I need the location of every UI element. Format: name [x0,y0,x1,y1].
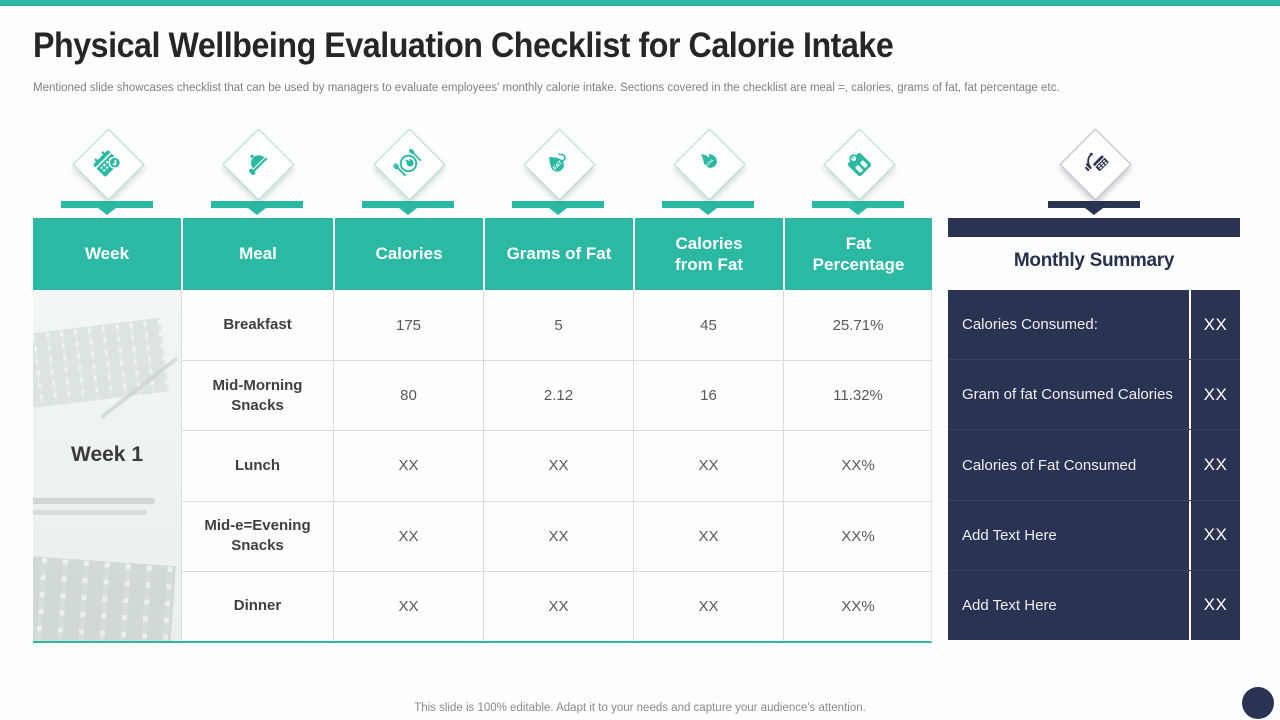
column-header-meal: Meal [181,218,333,290]
summary-row: Calories of Fat Consumed XX [948,429,1240,500]
table-cell-calories: 175 [333,290,483,361]
week-photo-pens [33,510,147,515]
table-cell-grams-of-fat: 2.12 [483,360,633,431]
underline-bar [362,201,454,208]
svg-text:FAT: FAT [552,160,564,172]
icon-group-grams-of-fat: FAT [488,127,628,215]
underline-pointer [699,208,717,215]
serving-meal-icon [236,142,278,184]
icon-group-fat-percentage [788,127,928,215]
underline-pointer [1085,208,1103,215]
calorie-checklist-table: Week Meal Calories Grams of Fat Calories… [33,218,932,643]
underline-bar [812,201,904,208]
table-cell-fat-percentage: 11.32% [783,360,932,431]
table-cell-meal: Breakfast [181,290,333,361]
underline-pointer [248,208,266,215]
monthly-summary-panel: Calories Consumed: XX Gram of fat Consum… [948,290,1240,641]
table-cell-calories-from-fat: 16 [633,360,783,431]
column-header-week: Week [84,244,130,264]
summary-top-bar [948,218,1240,237]
icon-group-calories [338,127,478,215]
editable-note: This slide is 100% editable. Adapt it to… [414,702,866,714]
table-cell-fat-percentage: 25.71% [783,290,932,361]
underline-bar [512,201,604,208]
icon-group-meal [187,127,327,215]
summary-value: XX [1189,360,1240,430]
column-header-grams-of-fat: Grams of Fat [483,218,633,290]
table-cell-calories: XX [333,570,483,641]
underline-bar [1048,201,1140,208]
icon-group-monthly-summary [1024,127,1164,215]
svg-text:KCAL: KCAL [705,157,715,167]
table-cell-meal: Lunch [181,430,333,501]
table-cell-fat-percentage: XX% [783,500,932,571]
summary-row: Gram of fat Consumed Calories XX [948,359,1240,430]
underline-pointer [549,208,567,215]
table-cell-grams-of-fat: XX [483,570,633,641]
summary-label: Add Text Here [962,596,1057,614]
week-photo-keyboard [33,317,169,409]
summary-value: XX [1189,430,1240,500]
table-cell-calories-from-fat: XX [633,570,783,641]
table-cell-calories: 80 [333,360,483,431]
underline-pointer [849,208,867,215]
underline-pointer [399,208,417,215]
icon-group-calories-from-fat: KCAL [638,127,778,215]
summary-value: XX [1189,570,1240,641]
table-cell-calories-from-fat: XX [633,430,783,501]
summary-row: Add Text Here XX [948,499,1240,570]
underline-pointer [98,208,116,215]
table-cell-calories: XX [333,500,483,571]
column-header-fat-percentage: Fat Percentage [783,218,932,290]
summary-label: Calories Consumed: [962,316,1098,334]
monthly-report-icon [1073,142,1115,184]
table-cell-calories-from-fat: XX [633,500,783,571]
week-label: Week 1 [71,442,143,466]
table-header-row: Week Meal Calories Grams of Fat Calories… [33,218,932,290]
table-cell-calories: XX [333,430,483,501]
summary-row: Calories Consumed: XX [948,290,1240,360]
table-cell-grams-of-fat: 5 [483,290,633,361]
summary-row: Add Text Here XX [948,569,1240,641]
icon-group-week [37,127,177,215]
week-cell: Week 1 [33,290,181,641]
fat-droplet-icon: FAT [537,142,579,184]
table-cell-calories-from-fat: 45 [633,290,783,361]
table-body: Week 1 Breakfast 175 5 45 25.71% Mid-Mor… [33,290,932,643]
page-title: Physical Wellbeing Evaluation Checklist … [33,26,894,65]
summary-value: XX [1189,290,1240,360]
table-cell-meal: Mid-Morning Snacks [181,360,333,431]
corner-dot [1242,687,1274,719]
table-cell-grams-of-fat: XX [483,500,633,571]
calendar-check-icon [86,142,128,184]
flame-icon: KCAL [687,142,729,184]
underline-bar [211,201,303,208]
summary-label: Gram of fat Consumed Calories [962,386,1173,404]
column-header-calories-from-fat: Calories from Fat [633,218,783,290]
table-cell-fat-percentage: XX% [783,430,932,501]
calories-plate-icon [387,142,429,184]
table-cell-grams-of-fat: XX [483,430,633,501]
week-photo-calculator [33,555,176,641]
underline-bar [662,201,754,208]
table-cell-meal: Mid-e=Evening Snacks [181,500,333,571]
summary-title: Monthly Summary [1013,250,1175,271]
week-photo-pens [33,498,155,504]
weight-scale-icon [837,142,879,184]
page-subtitle: Mentioned slide showcases checklist that… [33,82,1060,94]
summary-label: Calories of Fat Consumed [962,456,1137,474]
column-header-calories: Calories [333,218,483,290]
summary-label: Add Text Here [962,526,1057,544]
table-cell-meal: Dinner [181,570,333,641]
summary-value: XX [1189,500,1240,570]
top-accent-bar [0,0,1280,6]
underline-bar [61,201,153,208]
table-cell-fat-percentage: XX% [783,570,932,641]
